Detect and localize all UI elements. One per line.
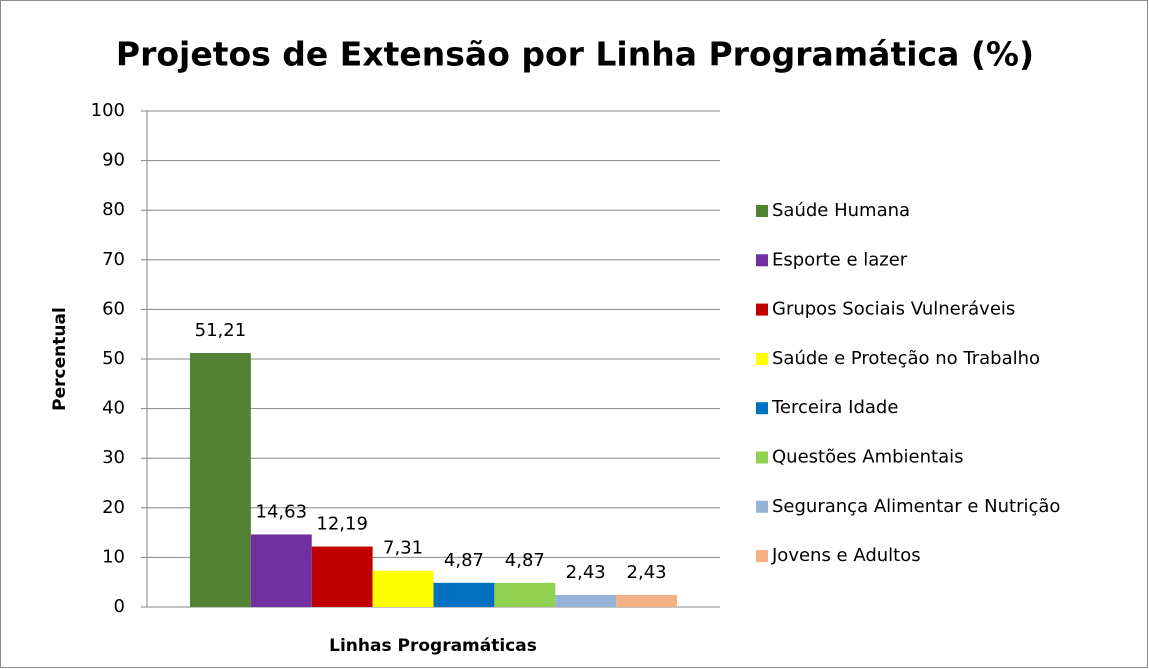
bar [616,594,678,607]
data-label: 14,63 [256,501,308,522]
bar [250,534,312,607]
bar [555,594,617,607]
legend-swatch [756,550,768,563]
legend-label: Jovens e Adultos [771,545,921,566]
legend-label: Questões Ambientais [772,447,964,468]
y-tick-label: 50 [102,348,125,369]
y-tick-label: 100 [91,100,125,121]
legend-label: Grupos Sociais Vulneráveis [772,299,1015,320]
legend-label: Terceira Idade [771,397,898,418]
legend-swatch [756,352,768,365]
legend-swatch [756,303,768,316]
data-label: 12,19 [316,514,368,535]
data-label: 4,87 [505,550,545,571]
y-tick-label: 70 [102,249,125,270]
y-tick-label: 40 [102,398,125,419]
data-label: 51,21 [195,320,247,341]
data-label: 7,31 [383,538,423,559]
legend-swatch [756,500,768,513]
y-tick-label: 0 [114,596,125,617]
legend-label: Saúde e Proteção no Trabalho [772,348,1040,369]
bar [189,352,251,607]
x-axis-label: Linhas Programáticas [329,636,537,656]
data-label: 2,43 [627,562,667,583]
legend-swatch [756,402,768,415]
legend-label: Saúde Humana [772,200,910,221]
data-label: 4,87 [444,550,484,571]
chart-title: Projetos de Extensão por Linha Programát… [116,35,1034,74]
legend-swatch [756,451,768,464]
bar [372,570,434,607]
legend-label: Segurança Alimentar e Nutrição [772,496,1060,517]
data-label: 2,43 [566,562,606,583]
bar [494,582,556,607]
y-tick-label: 20 [102,497,125,518]
bar [311,546,373,607]
legend-swatch [756,254,768,267]
y-tick-label: 90 [102,150,125,171]
legend-swatch [756,205,768,217]
y-tick-label: 60 [102,298,125,319]
legend-label: Esporte e lazer [772,249,908,270]
y-axis-label: Percentual [50,307,70,411]
y-tick-label: 30 [102,447,125,468]
y-tick-label: 80 [102,199,125,220]
y-tick-label: 10 [102,546,125,567]
bar [433,582,495,607]
